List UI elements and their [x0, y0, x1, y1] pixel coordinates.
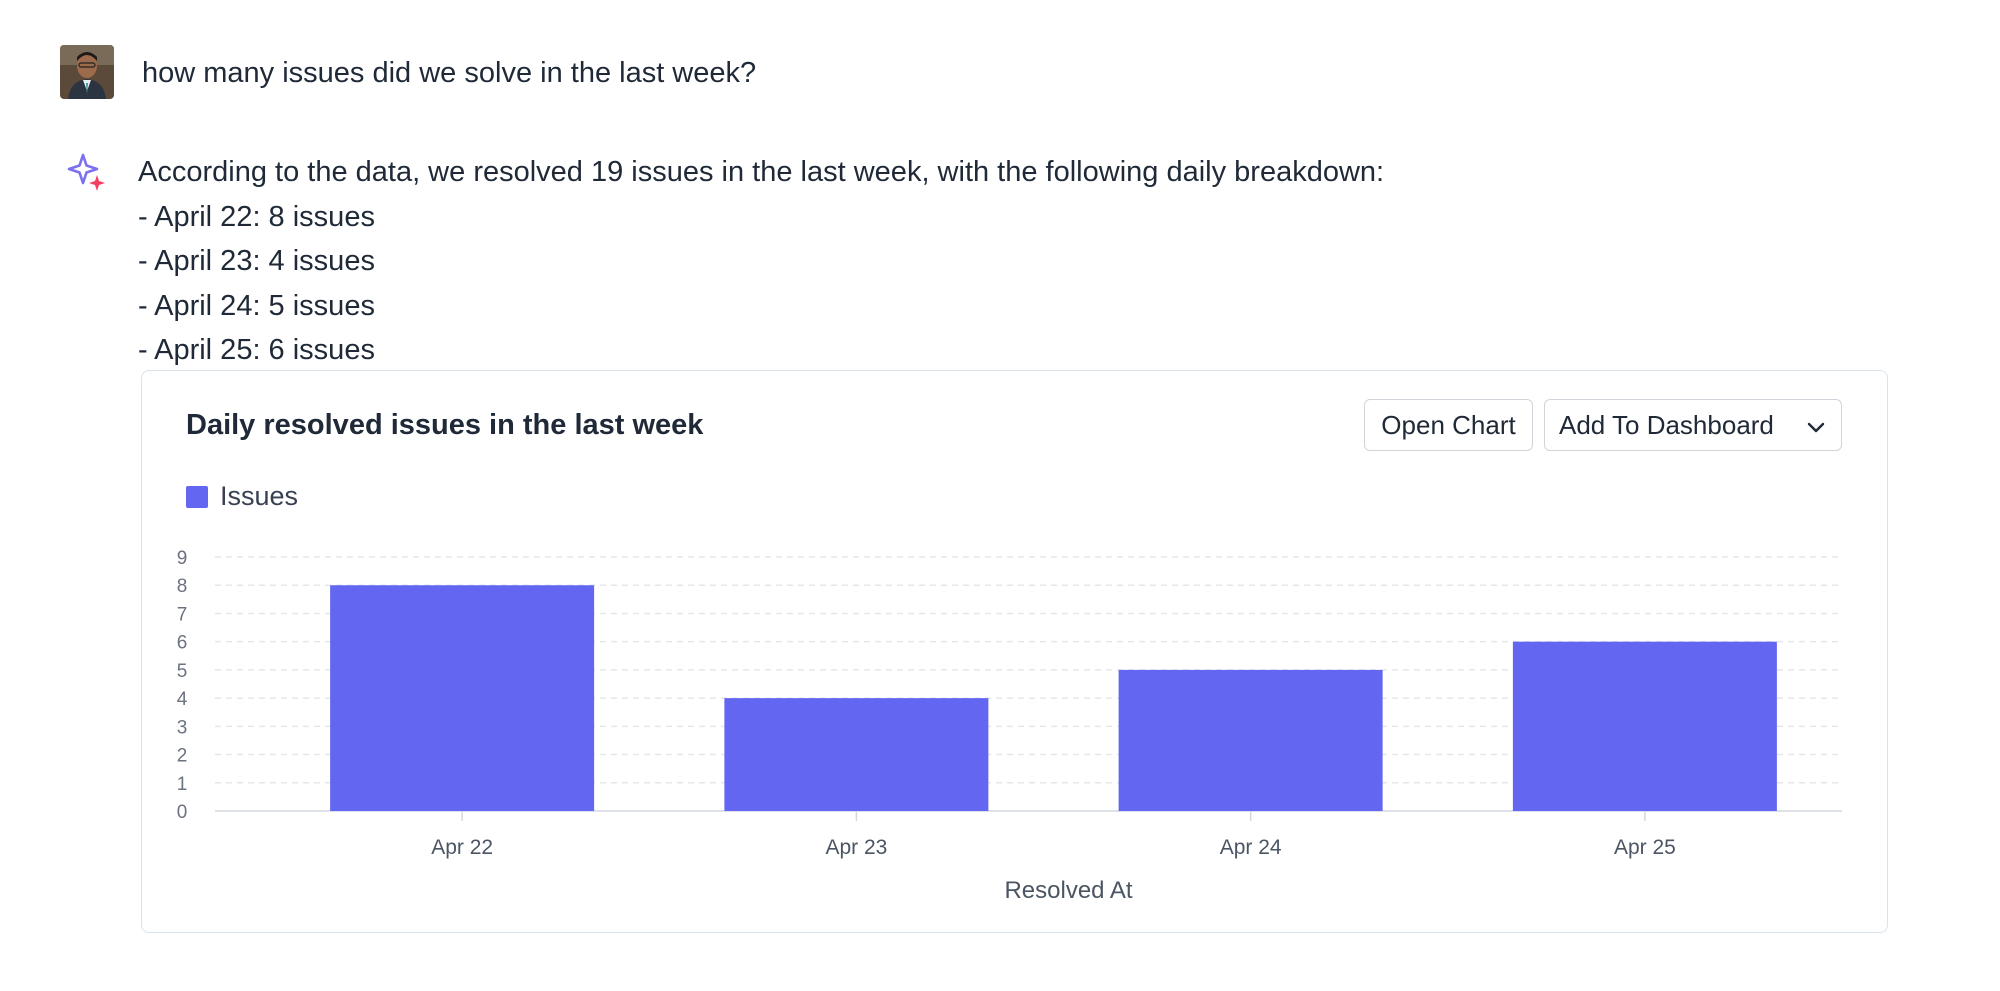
x-tick-label: Apr 25 [1614, 836, 1676, 859]
user-message: how many issues did we solve in the last… [60, 45, 756, 99]
x-tick-label: Apr 24 [1220, 836, 1282, 859]
avatar-photo-icon [60, 45, 114, 99]
assistant-message: According to the data, we resolved 19 is… [60, 152, 1384, 373]
legend-label: Issues [220, 481, 299, 511]
chart-card: Daily resolved issues in the last week O… [141, 370, 1888, 933]
y-tick-label: 2 [177, 746, 188, 767]
bar [1118, 669, 1383, 811]
y-tick-label: 3 [177, 717, 188, 738]
bar [724, 698, 989, 811]
chart-title: Daily resolved issues in the last week [186, 409, 704, 441]
y-tick-label: 7 [177, 604, 188, 625]
x-tick-label: Apr 22 [431, 836, 493, 859]
user-message-text: how many issues did we solve in the last… [142, 57, 757, 89]
y-tick-label: 0 [177, 802, 188, 823]
user-avatar [60, 45, 114, 99]
add-to-dashboard-dropdown[interactable]: Add To Dashboard [1544, 399, 1842, 451]
y-tick-label: 6 [177, 633, 188, 654]
bar [330, 585, 595, 811]
chevron-down-icon [1805, 414, 1827, 436]
legend-swatch [186, 485, 208, 508]
y-tick-label: 4 [177, 689, 188, 710]
open-chart-label: Open Chart [1381, 409, 1516, 440]
bar-chart: 0 1 2 3 4 5 6 7 8 9 Apr 22 Apr 23 Apr 24 Apr 25 Resolv… [177, 548, 1842, 904]
x-axis-title: Resolved At [1004, 877, 1132, 904]
sparkle-icon [66, 152, 110, 196]
assistant-breakdown-item: - April 23: 4 issues [138, 245, 375, 277]
open-chart-button[interactable]: Open Chart [1364, 399, 1533, 451]
y-tick-label: 1 [177, 774, 188, 795]
y-tick-label: 5 [177, 661, 188, 682]
assistant-breakdown-item: - April 22: 8 issues [138, 200, 375, 233]
add-to-dashboard-label: Add To Dashboard [1559, 409, 1774, 440]
assistant-breakdown-item: - April 25: 6 issues [138, 334, 375, 366]
assistant-summary-line: According to the data, we resolved 19 is… [138, 156, 1385, 188]
assistant-breakdown-item: - April 24: 5 issues [138, 289, 375, 322]
y-tick-label: 9 [177, 548, 188, 569]
chart-legend: Issues [186, 481, 298, 512]
y-tick-label: 8 [177, 576, 188, 597]
bar [1512, 641, 1777, 811]
assistant-message-body: According to the data, we resolved 19 is… [138, 150, 1384, 373]
x-tick-label: Apr 23 [825, 836, 887, 859]
